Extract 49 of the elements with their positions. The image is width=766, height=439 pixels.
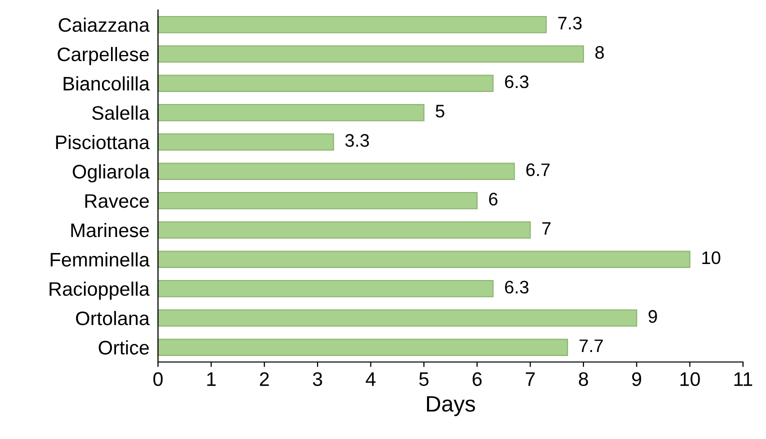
bar	[158, 45, 584, 63]
x-tick-label: 0	[153, 372, 163, 386]
bar	[158, 309, 638, 327]
data-label: 5	[436, 104, 444, 118]
data-label: 7.7	[580, 340, 603, 352]
bar	[158, 280, 494, 298]
data-label: 10	[702, 251, 720, 264]
bar	[158, 221, 531, 239]
y-tick-label: Carpellese	[58, 46, 149, 66]
data-label: 9	[648, 310, 657, 323]
x-tick-label: 11	[734, 372, 752, 386]
data-label: 6.3	[505, 75, 528, 88]
data-label: 6.7	[526, 163, 550, 176]
x-tick-label: 3	[312, 372, 322, 386]
bar	[158, 162, 515, 180]
bar	[158, 104, 424, 122]
data-label: 6	[489, 192, 498, 206]
y-tick-label: Salella	[92, 106, 150, 120]
data-label: 3.3	[345, 134, 369, 147]
y-tick-label: Marinese	[71, 222, 149, 238]
bar	[158, 338, 568, 356]
x-tick-label: 8	[578, 372, 588, 386]
x-tick-label: 10	[680, 372, 700, 386]
data-label: 8	[595, 46, 604, 59]
bar	[158, 250, 690, 268]
y-tick-label: Biancolilla	[64, 76, 150, 91]
y-tick-label: Ravece	[85, 194, 149, 208]
data-label: 6.3	[505, 280, 528, 294]
y-tick-label: Femminella	[50, 252, 150, 267]
x-tick-label: 2	[260, 372, 269, 386]
x-tick-label: 1	[207, 372, 216, 386]
bar	[158, 192, 478, 210]
data-label: 7.3	[558, 16, 582, 30]
y-tick-label: Ogliarola	[72, 164, 150, 182]
x-tick-label: 6	[472, 372, 482, 386]
bar	[158, 16, 547, 34]
y-tick-label: Ortolana	[76, 310, 150, 326]
x-axis-title: Days	[427, 396, 476, 416]
data-label: 7	[542, 222, 551, 235]
x-tick-label: 4	[366, 372, 376, 386]
x-tick-label: 9	[632, 372, 642, 386]
x-tick-label: 5	[419, 372, 428, 386]
bar	[158, 74, 494, 92]
y-tick-label: Caiazzana	[58, 18, 150, 32]
y-tick-label: Ortice	[98, 340, 149, 355]
bar	[158, 133, 334, 151]
x-tick-label: 7	[526, 372, 535, 386]
y-tick-label: Racioppella	[50, 282, 150, 300]
y-tick-label: Pisciottana	[56, 134, 150, 150]
